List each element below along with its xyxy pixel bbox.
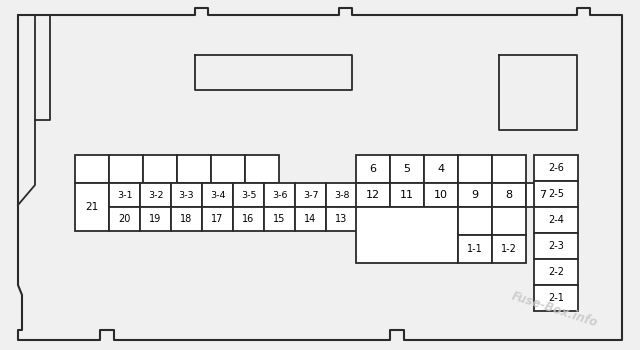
Text: 3-4: 3-4 [210,190,225,199]
Text: 2-6: 2-6 [548,163,564,173]
Bar [534,233,578,259]
Polygon shape [18,8,622,340]
Text: 3-3: 3-3 [179,190,195,199]
Bar [458,207,492,235]
Bar [356,155,390,183]
Bar [264,183,295,207]
Bar [75,183,109,231]
Bar [264,207,295,231]
Bar [233,207,264,231]
Text: 3-8: 3-8 [333,190,349,199]
Text: 17: 17 [211,214,224,224]
Bar [458,183,492,207]
Bar [295,183,326,207]
Bar [171,183,202,207]
Text: 5: 5 [403,164,410,174]
Text: 1-2: 1-2 [501,244,517,254]
Text: 2-1: 2-1 [548,293,564,303]
Bar [233,183,264,207]
Bar [356,183,390,207]
Bar [109,155,143,183]
Text: 21: 21 [85,202,99,212]
Bar [526,183,560,207]
Bar [356,207,458,263]
Bar [326,207,357,231]
Text: 3-1: 3-1 [116,190,132,199]
Bar [534,155,578,181]
Text: 2-3: 2-3 [548,241,564,251]
Bar [75,155,109,183]
Bar [492,183,526,207]
Bar [534,259,578,285]
Text: 15: 15 [273,214,285,224]
Text: 13: 13 [335,214,348,224]
Text: 11: 11 [400,190,414,200]
Text: 3-5: 3-5 [241,190,256,199]
Bar [390,183,424,207]
Text: 8: 8 [506,190,513,200]
Text: 18: 18 [180,214,193,224]
Bar [424,155,458,183]
Text: 3-2: 3-2 [148,190,163,199]
Bar [390,155,424,183]
Text: 2-5: 2-5 [548,189,564,199]
Bar [245,155,279,183]
Text: 19: 19 [149,214,162,224]
Bar [140,183,171,207]
Bar [458,235,492,263]
Bar [534,285,578,311]
Bar [143,155,177,183]
Bar [534,181,578,207]
Bar [109,207,140,231]
Text: 14: 14 [305,214,317,224]
Text: 7: 7 [540,190,547,200]
Bar [177,155,211,183]
Text: 1-1: 1-1 [467,244,483,254]
Bar [140,207,171,231]
Bar [458,155,492,183]
Bar [534,207,578,233]
Bar [202,183,233,207]
Text: 20: 20 [118,214,131,224]
Text: 3-6: 3-6 [272,190,287,199]
Text: 16: 16 [243,214,255,224]
Text: 9: 9 [472,190,479,200]
Bar [295,207,326,231]
Text: 6: 6 [369,164,376,174]
Text: 2-2: 2-2 [548,267,564,277]
Text: 10: 10 [434,190,448,200]
Text: 4: 4 [437,164,445,174]
Bar [492,207,526,235]
Bar [211,155,245,183]
Text: 3-7: 3-7 [303,190,318,199]
Bar [109,183,140,207]
Bar [171,207,202,231]
Text: Fuse-Box.info: Fuse-Box.info [510,290,600,330]
Bar [492,235,526,263]
Bar [326,183,357,207]
Bar [202,207,233,231]
Bar [492,155,526,183]
Text: 2-4: 2-4 [548,215,564,225]
Text: 12: 12 [366,190,380,200]
Bar [424,183,458,207]
